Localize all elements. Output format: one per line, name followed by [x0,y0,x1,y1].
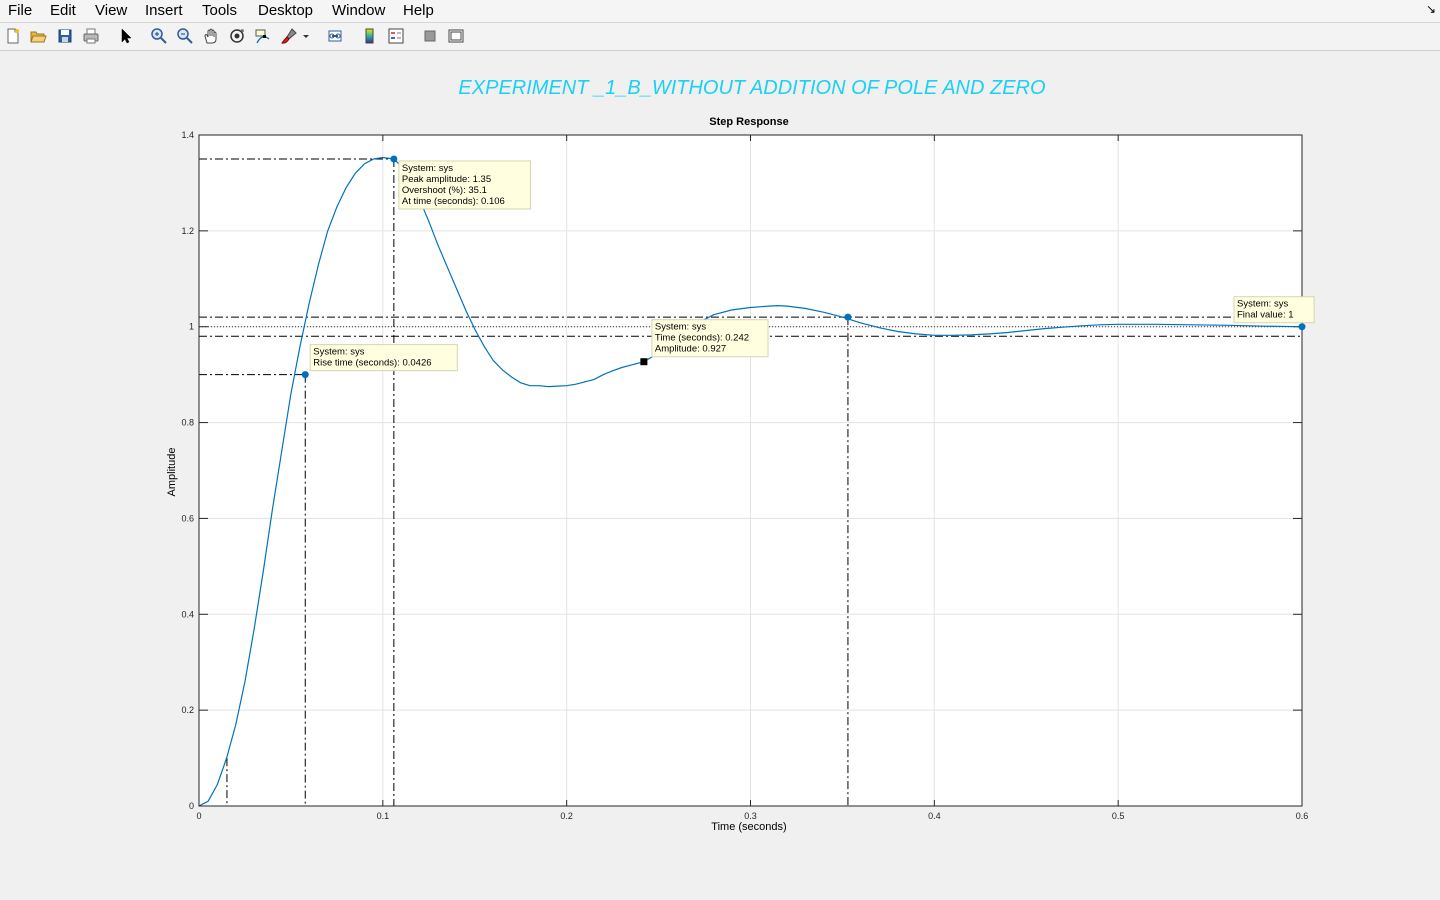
menu-bar: File Edit View Insert Tools Desktop Wind… [0,0,1440,23]
datatip-text: System: sys [313,347,364,358]
legend-icon[interactable] [387,27,405,45]
menu-edit[interactable]: Edit [50,2,76,19]
datatip-text: Amplitude: 0.927 [655,344,726,355]
axes-box [198,134,1303,807]
y-tick-label: 0.2 [181,705,194,715]
step-response-axes[interactable]: 0 0.1 0.2 0.3 0.4 0.5 0.6 0 0.2 0.4 0.6 0.8 1 1.2 1.4 S… [181,130,1315,821]
open-file-icon[interactable] [29,27,47,45]
hide-plot-tools-icon[interactable] [421,27,439,45]
x-tick-label: 0.6 [1296,811,1309,821]
menu-desktop[interactable]: Desktop [258,2,314,19]
rotate-3d-icon[interactable] [228,27,246,45]
x-tick-label: 0.3 [744,811,757,821]
menu-help[interactable]: Help [403,2,434,19]
x-tick-label: 0.2 [560,811,573,821]
y-tick-label: 0.4 [181,609,194,619]
x-axis-label: Time (seconds) [711,821,786,833]
y-tick-label: 0.8 [181,418,194,428]
dock-arrow-icon[interactable]: ↘ [1425,2,1436,16]
datatip-box [309,344,458,372]
figure-suptitle: EXPERIMENT _1_B_WITHOUT ADDITION OF POLE… [458,77,1045,99]
datatip-text: System: sys [655,322,706,333]
y-tick-label: 0.6 [181,513,194,523]
datatip-text: System: sys [402,163,453,174]
y-tick-label: 1 [189,322,194,332]
menu-view[interactable]: View [95,2,128,19]
brush-icon[interactable] [280,27,298,45]
menu-insert[interactable]: Insert [145,2,183,19]
datatip-box [398,160,531,210]
x-tick-label: 0 [196,811,201,821]
pointer-icon[interactable] [117,27,135,45]
y-tick-label: 1.2 [181,226,194,236]
menu-tools[interactable]: Tools [202,2,238,19]
colorbar-icon[interactable] [361,27,379,45]
datatip-text: Overshoot (%): 35.1 [402,185,487,196]
step-response-line [198,156,1303,807]
datatip-text: At time (seconds): 0.106 [402,196,505,207]
y-axis-label: Amplitude [166,448,178,497]
characteristic-point-marker [1298,323,1306,331]
figure-canvas: EXPERIMENT _1_B_WITHOUT ADDITION OF POLE… [166,77,1315,833]
axes-title: Step Response [709,116,788,128]
x-tick-label: 0.5 [1112,811,1125,821]
menu-window[interactable]: Window [332,2,386,19]
link-plot-icon[interactable] [327,27,345,45]
zoom-out-icon[interactable] [176,27,194,45]
figure-toolbar [0,23,1440,51]
characteristic-point-marker [844,313,852,321]
data-cursor-marker [640,358,648,366]
data-cursor-icon[interactable] [254,27,272,45]
datatip-text: Final value: 1 [1237,310,1294,321]
x-tick-label: 0.4 [928,811,941,821]
menu-file[interactable]: File [8,2,33,19]
zoom-in-icon[interactable] [150,27,168,45]
datatip-box [651,319,769,358]
y-tick-label: 1.4 [181,130,194,140]
datatip-text: System: sys [1237,299,1288,310]
new-figure-icon[interactable] [4,27,22,45]
y-tick-label: 0 [189,801,194,811]
datatip-box [1233,296,1315,324]
characteristic-point-marker [390,155,398,163]
x-tick-label: 0.1 [377,811,390,821]
pan-hand-icon[interactable] [202,27,220,45]
characteristic-point-marker [301,371,309,379]
save-icon[interactable] [56,27,74,45]
datatip-text: Peak amplitude: 1.35 [402,174,491,185]
datatip-text: Time (seconds): 0.242 [655,333,749,344]
print-icon[interactable] [82,27,100,45]
datatip-text: Rise time (seconds): 0.0426 [313,358,431,369]
brush-dropdown-icon[interactable] [300,27,312,45]
show-plot-tools-icon[interactable] [447,27,465,45]
